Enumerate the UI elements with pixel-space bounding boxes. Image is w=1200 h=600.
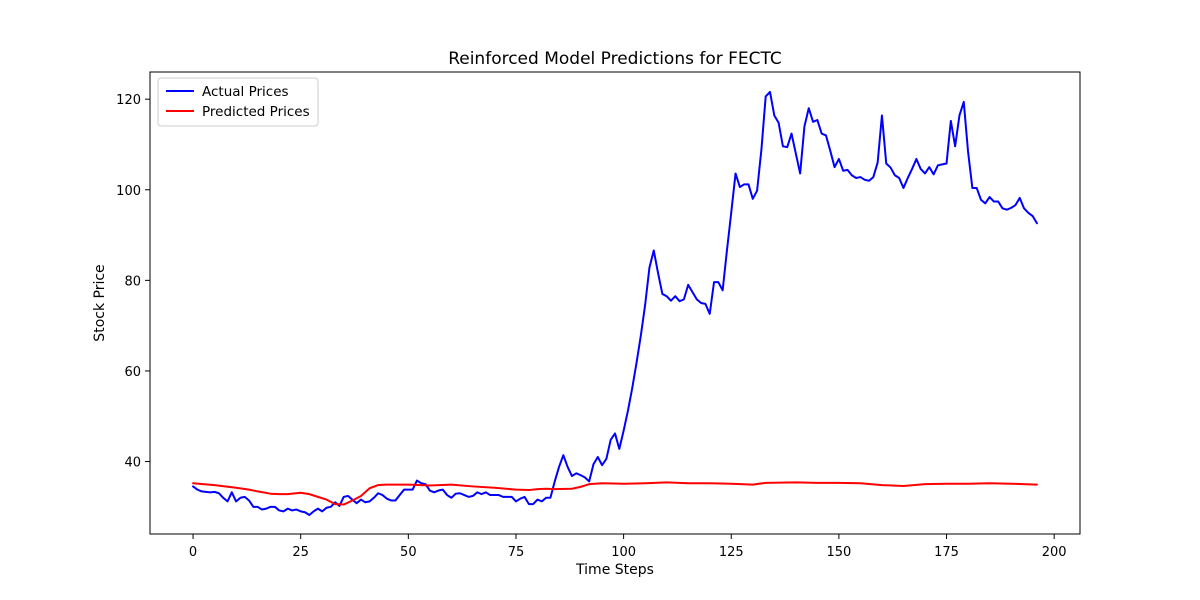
x-tick-label: 25 bbox=[292, 545, 309, 560]
series-line-predicted-prices bbox=[192, 481, 1038, 506]
legend: Actual Prices Predicted Prices bbox=[157, 77, 319, 127]
series-layer bbox=[192, 90, 1038, 516]
y-axis-label: Stock Price bbox=[92, 264, 108, 341]
y-tick-label: 60 bbox=[124, 365, 141, 380]
plot-frame bbox=[149, 71, 1081, 535]
legend-label: Predicted Prices bbox=[202, 104, 310, 120]
legend-box bbox=[157, 77, 319, 127]
x-axis-label: Time Steps bbox=[575, 562, 654, 578]
chart-title: Reinforced Model Predictions for FECTC bbox=[448, 49, 782, 69]
x-tick-label: 200 bbox=[1042, 545, 1067, 560]
y-axis: 40 60 80 100 120 bbox=[116, 93, 150, 471]
x-tick-label: 75 bbox=[508, 545, 525, 560]
y-tick-label: 100 bbox=[116, 184, 141, 199]
x-tick-label: 50 bbox=[400, 545, 417, 560]
y-tick-label: 80 bbox=[124, 274, 141, 289]
x-tick-label: 125 bbox=[719, 545, 744, 560]
legend-label: Actual Prices bbox=[202, 84, 289, 100]
x-tick-label: 175 bbox=[934, 545, 959, 560]
x-tick-label: 100 bbox=[611, 545, 636, 560]
x-axis: 0 25 50 75 100 125 150 175 200 bbox=[189, 534, 1067, 560]
y-tick-label: 120 bbox=[116, 93, 141, 108]
x-tick-label: 150 bbox=[826, 545, 851, 560]
y-tick-label: 40 bbox=[124, 456, 141, 471]
x-tick-label: 0 bbox=[189, 545, 197, 560]
